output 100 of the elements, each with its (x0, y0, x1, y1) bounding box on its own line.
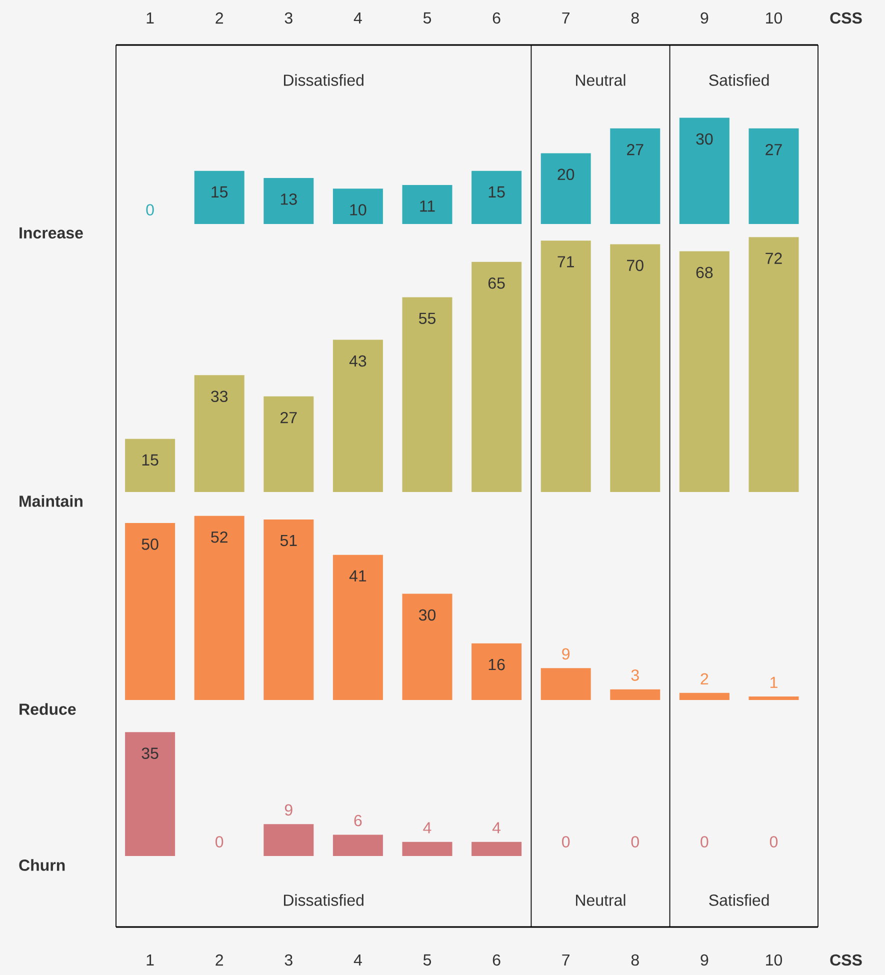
data-label: 4 (492, 822, 501, 834)
bar (540, 153, 591, 224)
data-label: 70 (627, 260, 644, 272)
data-label: 0 (216, 836, 224, 848)
bar (264, 824, 314, 856)
data-label: 27 (280, 412, 297, 424)
text: Churn (19, 859, 65, 871)
x-tick-label: 9 (700, 12, 708, 24)
data-label: 11 (420, 200, 435, 212)
x-tick-label: 8 (631, 12, 639, 24)
text: Reduce (20, 703, 76, 715)
bar (402, 185, 452, 224)
bar (748, 696, 799, 700)
bar (125, 732, 176, 856)
text: Dissatisfied (284, 894, 364, 906)
text: Satisfied (709, 894, 769, 906)
text: Increase (20, 227, 83, 239)
data-label: 51 (280, 534, 297, 546)
data-label: 50 (142, 538, 158, 550)
bar (679, 118, 730, 224)
x-tick-label: 2 (216, 12, 223, 24)
bar (472, 643, 522, 700)
data-label: 15 (488, 186, 505, 198)
data-label: 72 (766, 252, 782, 264)
x-tick-label: 1 (146, 12, 154, 24)
bar (610, 689, 660, 700)
bar (125, 438, 176, 492)
bar (472, 170, 522, 224)
data-label: 52 (211, 531, 228, 543)
bar (679, 251, 730, 492)
bar (264, 396, 314, 492)
x-tick-label: 10 (766, 954, 782, 966)
data-label: 9 (284, 804, 292, 816)
text: Dissatisfied (284, 74, 364, 86)
data-label: 41 (349, 570, 366, 582)
x-tick-label: 7 (562, 12, 570, 24)
data-label: 1 (770, 676, 778, 688)
bar (472, 262, 522, 492)
x-tick-label: 4 (354, 954, 362, 966)
text: Maintain (20, 495, 82, 507)
data-label: 15 (212, 186, 228, 198)
x-tick-label: 8 (631, 954, 639, 966)
data-label: 0 (770, 836, 778, 848)
x-tick-label: 3 (284, 954, 292, 966)
bar (194, 170, 244, 224)
bar (332, 554, 383, 700)
data-label: 20 (558, 168, 574, 180)
data-label: 6 (354, 814, 362, 826)
bar (332, 834, 383, 856)
bar (472, 842, 522, 856)
bar (332, 188, 383, 224)
data-label: 0 (562, 836, 570, 848)
data-label: 27 (766, 144, 782, 156)
bar (540, 668, 591, 700)
bar (402, 594, 452, 700)
bar (748, 128, 799, 224)
bar (264, 178, 314, 224)
data-label: 27 (627, 144, 644, 156)
text: Neutral (576, 894, 626, 906)
text: Satisfied (709, 74, 769, 86)
data-label: 2 (700, 673, 708, 684)
bar (748, 237, 799, 492)
bar (610, 128, 660, 224)
x-tick-label: 6 (492, 12, 500, 24)
data-label: 65 (488, 277, 505, 289)
data-label: 0 (146, 204, 154, 216)
x-tick-label: 2 (216, 954, 223, 966)
x-tick-label: 5 (423, 12, 432, 24)
data-label: 15 (142, 454, 158, 466)
text: Neutral (576, 74, 626, 86)
data-label: 71 (558, 256, 574, 268)
data-label: 0 (700, 836, 708, 848)
x-tick-label: 4 (354, 12, 362, 24)
x-axis-title: CSS (830, 954, 862, 966)
data-label: 0 (631, 836, 639, 848)
data-label: 10 (350, 204, 366, 216)
bar (540, 240, 591, 492)
data-label: 55 (418, 312, 436, 324)
data-label: 68 (696, 266, 713, 278)
x-tick-label: 7 (562, 954, 570, 966)
bar (194, 516, 244, 700)
x-tick-label: 9 (700, 954, 708, 966)
bar (332, 340, 383, 492)
x-tick-label: 10 (766, 12, 782, 24)
data-label: 30 (696, 133, 713, 145)
data-label: 13 (280, 194, 297, 205)
bar (402, 297, 452, 492)
data-label: 9 (562, 648, 570, 660)
data-label: 33 (211, 390, 228, 402)
bar (264, 519, 314, 700)
x-tick-label: 1 (146, 954, 154, 966)
bar (125, 523, 176, 700)
data-label: 35 (142, 748, 158, 759)
data-label: 4 (423, 822, 432, 834)
data-label: 16 (488, 658, 505, 670)
bar (679, 692, 730, 700)
bar (194, 375, 244, 492)
x-tick-label: 5 (423, 954, 432, 966)
x-tick-label: 6 (492, 954, 500, 966)
data-label: 30 (418, 609, 436, 621)
